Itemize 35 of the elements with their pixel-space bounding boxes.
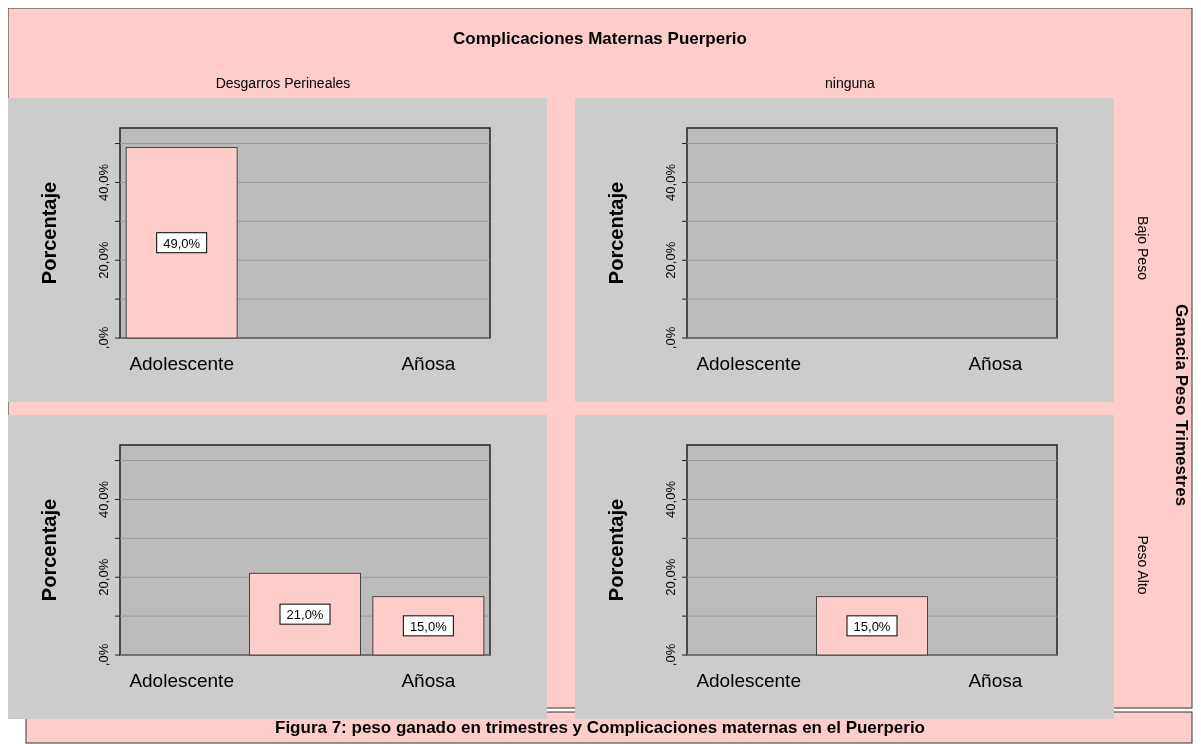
y2-axis-title: Bajo Peso xyxy=(1135,216,1151,281)
x-tick-label: Añosa xyxy=(401,353,456,374)
y-tick-label: ,0% xyxy=(663,326,678,350)
data-label: 49,0% xyxy=(163,235,201,251)
text: Figura 7: peso ganado en trimestres y Complicaciones maternas en el Puerperio xyxy=(275,718,925,737)
y-tick-label: ,0% xyxy=(96,643,111,667)
x-tick-label: Adolescente xyxy=(696,670,801,691)
x-tick-label: Añosa xyxy=(968,353,1023,374)
x-tick-label: Añosa xyxy=(401,670,456,691)
y-tick-label: 40,0% xyxy=(96,480,111,518)
x-tick-label: Adolescente xyxy=(696,353,801,374)
y-tick-label: 20,0% xyxy=(96,241,111,279)
y-tick-label: 40,0% xyxy=(663,163,678,201)
text: Complicaciones Maternas Puerperio xyxy=(453,29,747,48)
chart-title: Desgarros Perineales xyxy=(215,75,351,91)
y-axis-title: Porcentaje xyxy=(605,181,627,285)
y-tick-label: 40,0% xyxy=(663,480,678,518)
chart-title: ninguna xyxy=(825,75,876,91)
x-tick-label: Añosa xyxy=(968,670,1023,691)
y-axis-title: Porcentaje xyxy=(605,498,627,602)
y-tick-label: ,0% xyxy=(663,643,678,667)
x-tick-label: Adolescente xyxy=(129,670,234,691)
data-label: 21,0% xyxy=(286,607,324,623)
data-label: 15,0% xyxy=(409,618,448,634)
text: Ganacia Peso Trimestres xyxy=(1172,303,1191,507)
y-tick-label: 40,0% xyxy=(96,163,111,201)
y2-axis-title: Peso Alto xyxy=(1135,535,1151,595)
y-axis-title: Porcentaje xyxy=(38,498,60,602)
y-tick-label: 20,0% xyxy=(663,241,678,279)
data-label: 15,0% xyxy=(853,618,891,634)
y-tick-label: 20,0% xyxy=(96,558,111,596)
x-tick-label: Adolescente xyxy=(129,353,234,374)
y-axis-title: Porcentaje xyxy=(38,181,60,285)
y-tick-label: 20,0% xyxy=(663,558,678,596)
y-tick-label: ,0% xyxy=(96,326,111,350)
